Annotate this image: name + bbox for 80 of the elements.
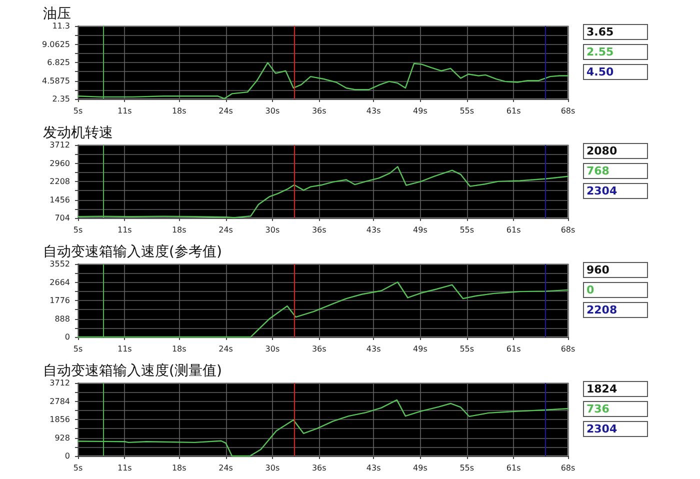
y-tick-label: 6.825 [47,58,70,67]
y-tick-label: 1776 [50,296,70,305]
text: 960 [586,264,610,276]
x-tick-label: 61s [506,226,521,234]
x-tick-label: 68s [560,344,576,354]
x-tick-label: 49s [413,344,428,354]
text: 2304 [586,184,618,198]
chart-title: 油压 [43,6,71,22]
chart-title: 发动机转速 [43,125,113,141]
x-tick-label: 18s [172,106,186,116]
x-tick-label: 61s [506,344,521,354]
text: 736 [586,402,610,416]
x-tick-label: 36s [312,106,326,116]
x-tick-label: 43s [366,344,381,354]
x-tick-label: 43s [366,226,381,234]
x-tick-label: 11s [117,464,132,472]
x-tick-label: 18s [172,464,186,472]
text: 0 [586,284,594,296]
x-tick-label: 68s [560,464,576,472]
x-tick-label: 55s [460,226,474,234]
y-tick-label: 1856 [50,415,70,424]
x-tick-label: 11s [117,226,132,234]
x-tick-label: 49s [413,226,428,234]
x-tick-label: 5s [73,226,83,234]
x-tick-label: 24s [218,106,233,116]
text: 768 [586,164,610,178]
x-tick-label: 55s [460,344,474,354]
x-tick-label: 30s [265,344,280,354]
text: 2304 [586,422,618,436]
text: 4.50 [586,66,614,78]
y-tick-label: 2784 [50,396,70,406]
x-tick-label: 61s [506,106,521,116]
x-tick-label: 68s [560,106,576,116]
y-tick-label: 3712 [50,378,70,388]
x-tick-label: 49s [413,106,428,116]
x-tick-label: 30s [265,106,280,116]
x-tick-label: 24s [218,464,233,472]
y-tick-label: 4.5875 [42,76,70,86]
y-tick-label: 888 [54,314,70,324]
x-tick-label: 18s [172,344,186,354]
y-tick-label: 2208 [50,177,70,186]
x-tick-label: 11s [117,344,132,354]
y-tick-label: 0 [64,332,70,342]
y-tick-label: 2960 [50,158,70,168]
x-tick-label: 30s [265,226,280,234]
x-tick-label: 5s [73,106,83,116]
text: 2.55 [586,46,614,58]
x-tick-label: 55s [460,464,474,472]
x-tick-label: 24s [218,344,233,354]
chart-title: 自动变速箱输入速度(测量值) [43,363,222,379]
x-tick-label: 36s [312,464,326,472]
text: 2080 [586,144,618,158]
y-tick-label: 3552 [50,260,70,268]
y-tick-label: 704 [54,214,70,222]
y-tick-label: 0 [64,452,70,460]
text: 1824 [586,382,618,396]
text: 2208 [586,304,618,316]
x-tick-label: 43s [366,106,381,116]
x-tick-label: 36s [312,344,326,354]
text: 3.65 [586,26,614,38]
y-tick-label: 928 [54,433,70,442]
x-tick-label: 49s [413,464,428,472]
y-tick-label: 3712 [50,140,70,150]
x-tick-label: 11s [117,106,132,116]
x-tick-label: 43s [366,464,381,472]
y-tick-label: 2.35 [52,94,70,104]
x-tick-label: 18s [172,226,186,234]
chart-title: 自动变速箱输入速度(参考值) [43,244,222,260]
y-tick-label: 11.3 [52,22,70,30]
x-tick-label: 30s [265,464,280,472]
x-tick-label: 24s [218,226,233,234]
x-tick-label: 5s [73,344,83,354]
y-tick-label: 2664 [50,278,70,287]
x-tick-label: 36s [312,226,326,234]
y-tick-label: 1456 [50,195,70,204]
x-tick-label: 68s [560,226,576,234]
x-tick-label: 61s [506,464,521,472]
x-tick-label: 5s [73,464,83,472]
x-tick-label: 55s [460,106,474,116]
y-tick-label: 9.0625 [42,40,70,49]
